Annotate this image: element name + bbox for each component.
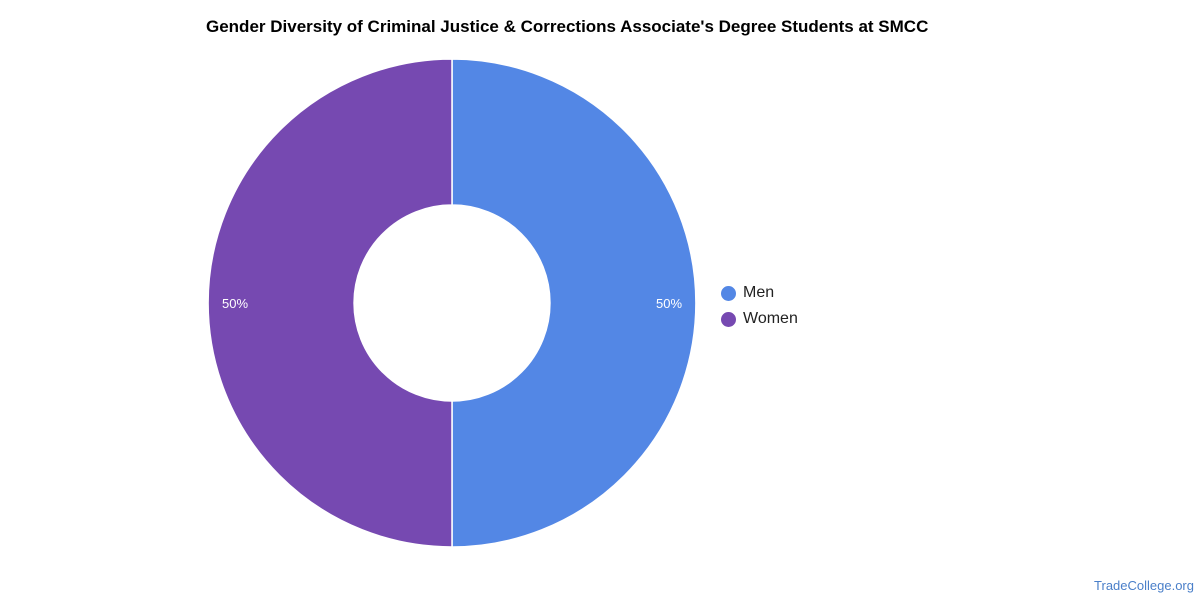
legend-item-men[interactable]: Men xyxy=(721,280,798,306)
slice-labels: 50% 50% xyxy=(222,296,682,311)
slice-label-women: 50% xyxy=(222,296,248,311)
chart-title: Gender Diversity of Criminal Justice & C… xyxy=(206,17,929,36)
slice-men[interactable] xyxy=(451,58,697,548)
slice-women[interactable] xyxy=(207,58,453,548)
donut-slices xyxy=(207,58,697,548)
legend-item-women[interactable]: Women xyxy=(721,306,798,332)
legend-label-women: Women xyxy=(743,310,798,327)
watermark-link[interactable]: TradeCollege.org xyxy=(1094,578,1194,593)
legend-swatch-women xyxy=(721,311,736,327)
legend: Men Women xyxy=(721,280,798,332)
legend-label-men: Men xyxy=(743,284,775,301)
legend-swatch-men xyxy=(721,285,736,301)
slice-label-men: 50% xyxy=(656,296,682,311)
